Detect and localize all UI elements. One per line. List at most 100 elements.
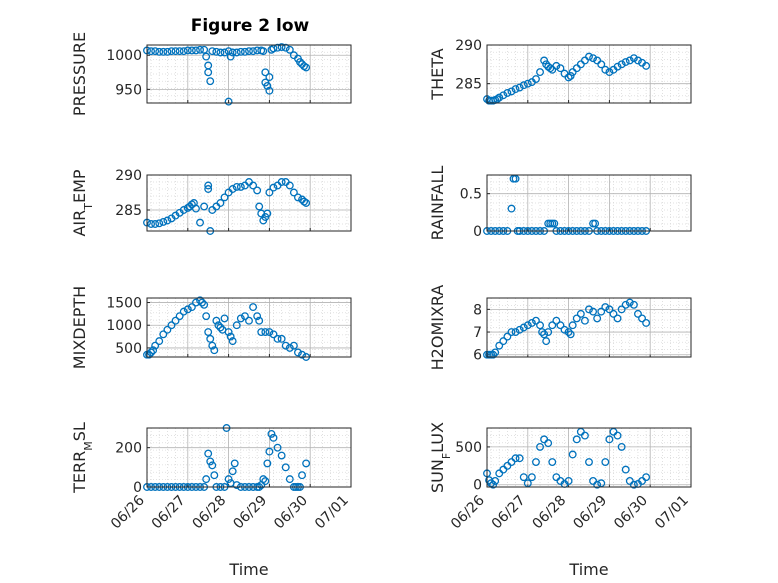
data-point <box>523 79 532 88</box>
data-point <box>226 332 235 341</box>
y-axis-label: AIRTEMP <box>70 169 95 236</box>
data-point <box>493 95 502 104</box>
data-point <box>503 461 512 470</box>
data-point <box>593 314 602 323</box>
data-point <box>216 199 225 207</box>
data-point <box>298 350 306 359</box>
y-tick-label: 200 <box>115 441 142 457</box>
data-point <box>245 316 253 325</box>
data-point <box>642 61 651 70</box>
data-point <box>540 435 549 444</box>
y-tick-label: 0 <box>473 478 482 494</box>
data-point <box>277 43 286 51</box>
data-point <box>572 64 581 73</box>
data-point <box>564 476 573 485</box>
x-tick-label: 06/26 <box>448 492 488 532</box>
data-point <box>179 307 188 316</box>
data-point <box>202 312 211 321</box>
data-point <box>289 341 298 350</box>
data-point <box>302 459 311 468</box>
data-point <box>642 473 651 482</box>
data-point <box>259 47 268 56</box>
data-point <box>196 45 204 54</box>
x-axis-label: Time <box>228 560 268 579</box>
data-point <box>208 47 217 56</box>
data-point <box>605 68 614 77</box>
y-axis-label: TERRMSL <box>70 422 95 494</box>
data-point <box>629 480 638 489</box>
data-point <box>155 47 164 56</box>
data-point <box>585 305 593 314</box>
x-tick-label: 06/30 <box>611 493 651 533</box>
y-axis-label: SUNFLUX <box>428 422 453 493</box>
data-point <box>532 75 540 83</box>
data-point <box>491 348 500 357</box>
data-point <box>597 60 606 69</box>
y-axis-label: PRESSURE <box>70 32 89 116</box>
axes-box <box>486 297 692 358</box>
data-point <box>572 314 581 323</box>
data-point <box>228 185 237 193</box>
data-point <box>249 47 258 56</box>
data-point <box>289 188 298 197</box>
data-point <box>240 312 249 321</box>
data-point <box>147 47 156 56</box>
data-point <box>210 471 219 480</box>
axes-box <box>146 427 352 488</box>
data-point <box>224 475 233 484</box>
data-point <box>593 480 602 489</box>
data-point <box>155 219 164 228</box>
data-point <box>556 64 565 73</box>
data-point <box>265 447 274 456</box>
data-point <box>261 477 270 486</box>
data-point <box>220 48 229 57</box>
data-point <box>519 81 528 90</box>
data-point <box>597 307 606 316</box>
data-point <box>192 204 200 213</box>
axes-box <box>146 44 352 104</box>
data-point <box>240 47 249 56</box>
subplot-8: 06/26 06/27 06/28 06/29 06/30 07/01 0 500SUNFLU… <box>428 422 692 579</box>
data-point <box>212 316 221 325</box>
data-point <box>145 350 153 359</box>
data-point <box>511 85 520 94</box>
data-point <box>544 439 553 448</box>
data-point <box>527 319 536 327</box>
data-point <box>212 47 221 56</box>
data-point <box>638 314 646 323</box>
data-point <box>255 202 264 211</box>
data-point <box>511 328 520 336</box>
data-point <box>532 458 540 466</box>
data-point <box>228 48 237 57</box>
x-tick-label: 07/01 <box>652 493 692 533</box>
data-point <box>259 475 268 484</box>
data-point <box>151 341 160 350</box>
data-point <box>527 473 536 482</box>
data-point <box>285 45 294 54</box>
data-point <box>580 431 589 440</box>
data-point <box>228 467 237 476</box>
data-point <box>617 60 626 69</box>
data-point <box>285 181 294 190</box>
y-axis-label: H2OMIXRA <box>428 285 447 371</box>
data-point <box>613 314 622 323</box>
data-point <box>294 348 302 357</box>
data-point <box>621 465 630 474</box>
data-point <box>236 182 245 191</box>
data-point <box>200 45 209 54</box>
y-axis-label: THETA <box>428 48 447 100</box>
x-tick-label: 06/28 <box>190 493 230 533</box>
data-point <box>265 86 274 95</box>
data-point <box>149 346 158 355</box>
data-point <box>566 330 575 339</box>
data-point <box>183 46 192 55</box>
data-point <box>544 328 553 336</box>
data-point <box>269 433 278 442</box>
data-point <box>265 73 274 82</box>
data-point <box>228 337 237 346</box>
data-point <box>232 48 241 57</box>
data-point <box>605 305 614 314</box>
data-point <box>589 476 598 485</box>
data-point <box>245 47 253 56</box>
y-tick-label: 1000 <box>106 318 142 334</box>
